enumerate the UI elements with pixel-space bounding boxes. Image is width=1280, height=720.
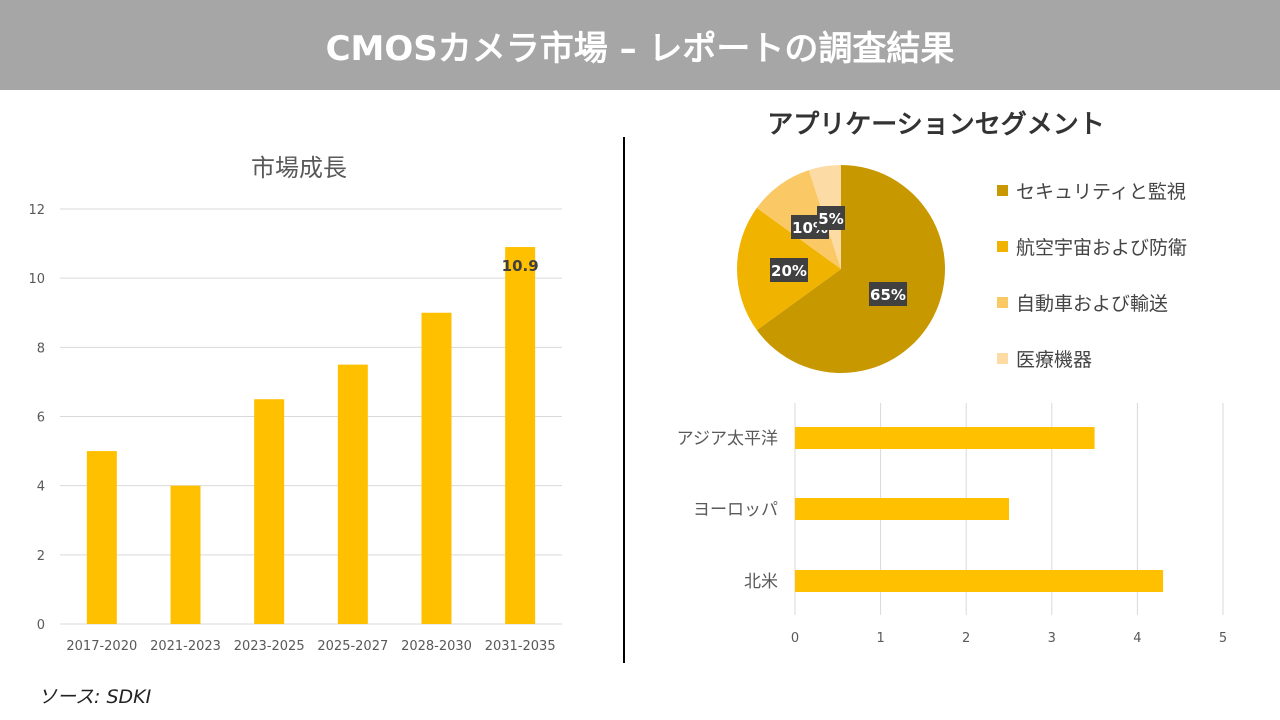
legend-label: 航空宇宙および防衛 <box>1016 237 1188 259</box>
bar <box>421 312 452 624</box>
bar <box>795 427 1095 449</box>
x-tick-label: 2 <box>962 631 970 646</box>
bar <box>170 485 201 624</box>
x-tick-label: 5 <box>1219 631 1227 646</box>
data-label: 65% <box>870 286 906 304</box>
legend-item: 航空宇宙および防衛 <box>997 233 1187 260</box>
y-tick-label: ヨーロッパ <box>693 500 778 520</box>
y-tick-label: アジア太平洋 <box>677 429 778 449</box>
y-tick-label: 0 <box>37 618 45 633</box>
y-tick-label: 2 <box>37 549 45 564</box>
data-label-box <box>817 206 845 230</box>
legend-item: 医療機器 <box>997 345 1092 372</box>
legend-swatch <box>997 185 1008 196</box>
y-tick-label: 12 <box>28 203 45 218</box>
bar <box>254 399 285 624</box>
x-tick-label: 3 <box>1048 631 1056 646</box>
y-tick-label: 10 <box>28 272 45 287</box>
x-tick-label: 2017-2020 <box>66 639 137 654</box>
bar <box>505 247 536 624</box>
legend-label: 自動車および輸送 <box>1016 293 1169 315</box>
bar <box>337 364 368 624</box>
legend-label: セキュリティと監視 <box>1016 181 1186 203</box>
pie-chart-title: アプリケーションセグメント <box>767 110 1104 140</box>
x-tick-label: 4 <box>1133 631 1141 646</box>
page-title: CMOSカメラ市場 – レポートの調査結果 <box>0 0 1280 90</box>
y-tick-label: 4 <box>37 480 45 495</box>
source-note: ソース: SDKI <box>38 686 152 708</box>
legend-item: 自動車および輸送 <box>997 289 1168 316</box>
y-tick-label: 北米 <box>744 572 778 592</box>
legend-item: セキュリティと監視 <box>997 177 1186 204</box>
y-tick-label: 6 <box>37 411 45 426</box>
bar <box>86 451 117 624</box>
legend-swatch <box>997 353 1008 364</box>
legend-swatch <box>997 241 1008 252</box>
data-label: 20% <box>771 262 807 280</box>
data-label: 10.9 <box>502 257 539 275</box>
x-tick-label: 2031-2035 <box>485 639 556 654</box>
x-tick-label: 1 <box>876 631 884 646</box>
data-label: 5% <box>818 210 843 228</box>
pie-slice <box>756 165 946 373</box>
legend-swatch <box>997 297 1008 308</box>
y-tick-label: 8 <box>37 341 45 356</box>
divider <box>623 137 625 663</box>
legend-label: 医療機器 <box>1016 349 1093 371</box>
x-tick-label: 2023-2025 <box>234 639 305 654</box>
data-label-box <box>869 282 907 306</box>
x-tick-label: 2021-2023 <box>150 639 221 654</box>
bar-chart-title: 市場成長 <box>251 154 347 182</box>
x-tick-label: 2028-2030 <box>401 639 472 654</box>
bar <box>795 570 1164 592</box>
x-tick-label: 2025-2027 <box>317 639 388 654</box>
bar <box>795 498 1009 520</box>
data-label-box <box>770 258 808 282</box>
x-tick-label: 0 <box>791 631 799 646</box>
